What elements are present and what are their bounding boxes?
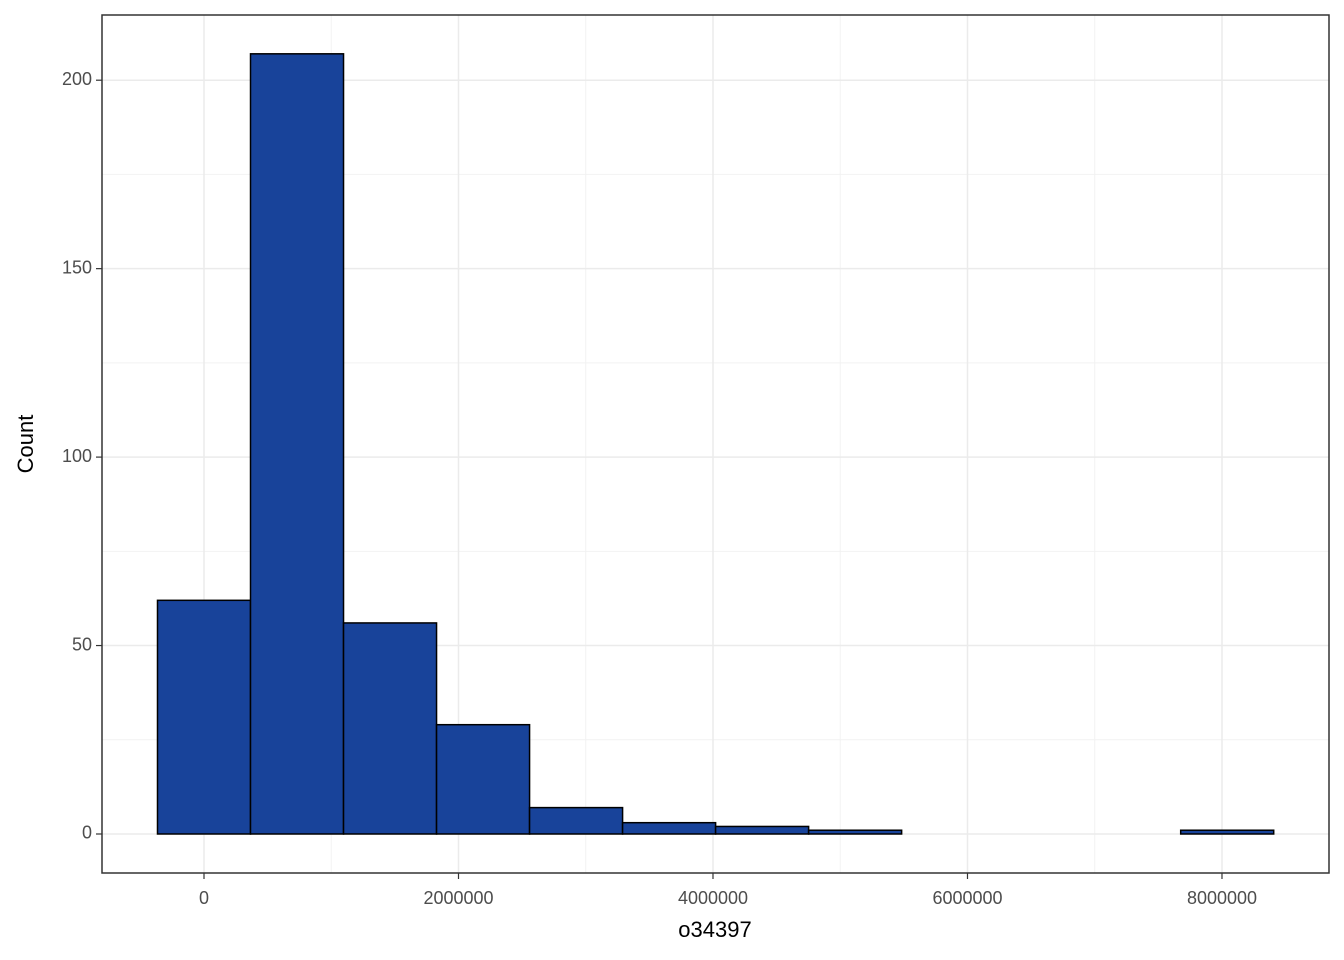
bar xyxy=(807,829,903,835)
bar xyxy=(435,723,531,835)
y-tick-label: 50 xyxy=(72,634,92,654)
bar xyxy=(249,53,345,835)
x-tick-label: 0 xyxy=(199,888,209,908)
x-tick-label: 2000000 xyxy=(423,888,493,908)
y-tick-label: 150 xyxy=(62,257,92,277)
bar xyxy=(1179,829,1275,835)
x-tick-label: 4000000 xyxy=(678,888,748,908)
bar xyxy=(714,825,810,835)
bar xyxy=(528,806,624,835)
y-tick-label: 0 xyxy=(82,823,92,843)
y-tick-label: 200 xyxy=(62,69,92,89)
bar xyxy=(342,622,438,835)
y-tick-label: 100 xyxy=(62,446,92,466)
y-axis-title: Count xyxy=(13,415,38,474)
x-tick-label: 8000000 xyxy=(1187,888,1257,908)
bar xyxy=(156,599,252,835)
bar xyxy=(621,821,717,835)
x-axis-title: o34397 xyxy=(678,917,751,942)
panel-border xyxy=(101,14,1330,874)
x-tick-label: 6000000 xyxy=(932,888,1002,908)
